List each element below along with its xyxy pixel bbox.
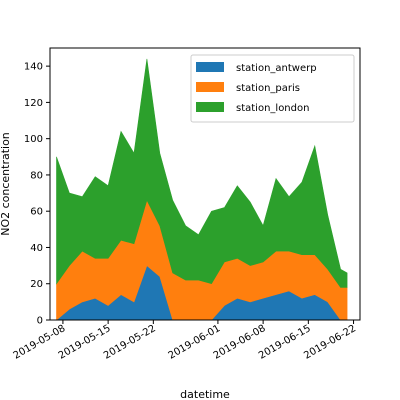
area-station-london	[56, 58, 348, 288]
legend-label-station-antwerp: station_antwerp	[236, 63, 317, 74]
y-tick-label: 100	[24, 134, 43, 145]
legend-label-station-london: station_london	[236, 103, 309, 114]
y-axis-title: NO2 concentration	[0, 132, 12, 236]
y-tick-label: 140	[24, 62, 43, 73]
legend-label-station-paris: station_paris	[236, 83, 300, 94]
y-axis: 0 20 40 60 80 100 120 140	[24, 62, 50, 327]
legend-swatch-station-london	[196, 102, 224, 112]
y-tick-label: 60	[30, 207, 43, 218]
legend-box	[190, 54, 355, 123]
y-tick-label: 0	[37, 316, 43, 327]
y-tick-label: 120	[24, 98, 43, 109]
x-axis-title: datetime	[180, 388, 230, 400]
y-tick-label: 40	[30, 243, 43, 254]
y-tick-label: 80	[30, 170, 43, 181]
plot-frame	[49, 47, 361, 321]
legend: station_antwerp station_paris station_lond…	[190, 54, 355, 123]
y-tick-label: 20	[30, 279, 43, 290]
legend-swatch-station-antwerp	[196, 62, 224, 72]
legend-swatch-station-paris	[196, 82, 224, 92]
